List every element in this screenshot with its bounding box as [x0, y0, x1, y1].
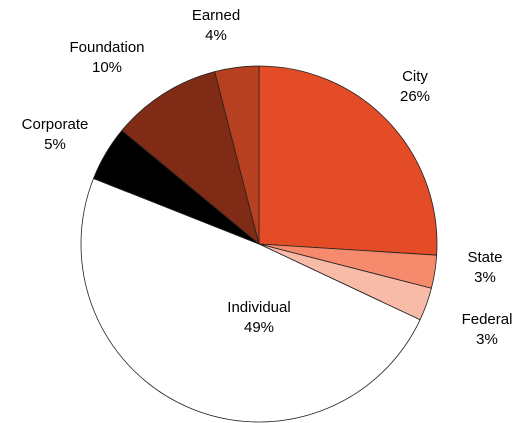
slice-value-label: 3%: [476, 331, 498, 348]
pie-slice: [258, 65, 438, 256]
slice-label: State: [467, 249, 502, 266]
slice-value-label: 3%: [474, 269, 496, 286]
slice-value-label: 4%: [205, 27, 227, 44]
slice-label: Individual: [227, 299, 290, 316]
slice-label: Foundation: [69, 39, 144, 56]
pie-slice: [121, 71, 260, 246]
slice-label: Corporate: [22, 116, 89, 133]
slice-label: Earned: [192, 7, 240, 24]
pie-slice: [80, 177, 421, 423]
slice-value-label: 10%: [92, 59, 122, 76]
pie-slice: [214, 65, 260, 245]
slice-label: Federal: [462, 311, 513, 328]
slice-value-label: 26%: [400, 88, 430, 105]
slice-value-label: 5%: [44, 136, 66, 153]
slice-label: City: [402, 68, 428, 85]
slice-value-label: 49%: [244, 319, 274, 336]
